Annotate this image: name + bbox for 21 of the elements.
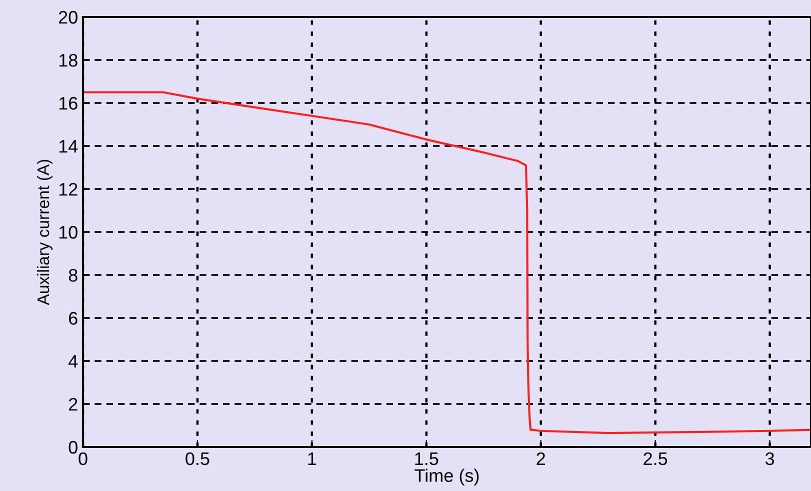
y-axis-title: Auxiliary current (A) xyxy=(36,160,52,306)
y-tick-label: 4 xyxy=(68,355,78,368)
y-tick-label: 16 xyxy=(59,96,78,110)
y-tick-label: 20 xyxy=(58,10,78,24)
y-tick-label: 6 xyxy=(69,312,78,325)
y-tick-label: 18 xyxy=(59,54,78,67)
x-tick-label: 1 xyxy=(308,452,316,465)
x-tick-label: 2.5 xyxy=(644,452,668,466)
y-tick-label: 12 xyxy=(59,182,78,196)
x-tick-label: 0 xyxy=(78,452,88,466)
y-tick-label: 0 xyxy=(68,440,78,454)
y-tick-label: 14 xyxy=(59,140,78,153)
x-axis-title: Time (s) xyxy=(414,468,479,486)
line-series xyxy=(83,91,811,434)
y-tick-label: 2 xyxy=(69,398,78,411)
x-tick-label: 2 xyxy=(536,452,545,465)
x-tick-label: 1.5 xyxy=(415,452,438,466)
y-tick-label: 8 xyxy=(68,268,78,282)
x-tick-label: 3 xyxy=(765,452,774,466)
x-tick-label: 0.5 xyxy=(186,452,210,466)
y-tick-label: 10 xyxy=(59,226,78,239)
